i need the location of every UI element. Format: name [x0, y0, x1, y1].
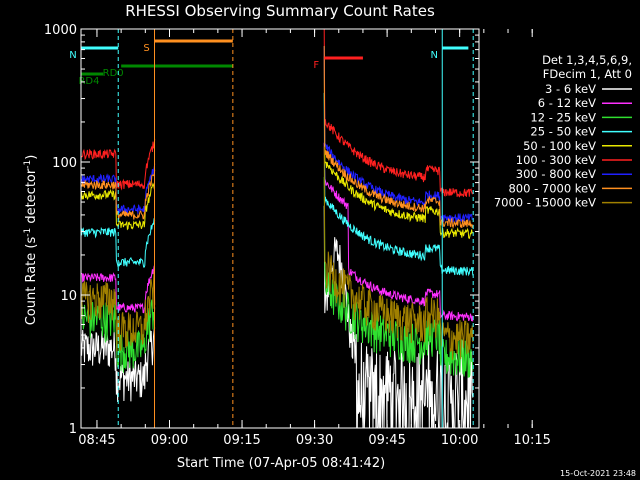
legend-entry-label: 50 - 100 keV — [523, 139, 596, 153]
x-axis-label: Start Time (07-Apr-05 08:41:42) — [177, 456, 385, 471]
x-tick-label: 10:00 — [441, 433, 478, 448]
axes-layer: 08:45 09:00 09:15 09:30 09:45 10:00 10:15 1 10 10… — [44, 23, 551, 448]
y-tick-label: 1000 — [44, 23, 77, 38]
x-tick-label: 10:15 — [513, 433, 550, 448]
legend-entry-label: 25 - 50 keV — [530, 125, 596, 139]
legend-entry-label: 7000 - 15000 keV — [494, 196, 596, 210]
chart-title: RHESSI Observing Summary Count Rates — [125, 2, 435, 20]
legend-entry-label: 6 - 12 keV — [538, 96, 596, 110]
legend-header-line-1: Det 1,3,4,5,6,9, — [542, 53, 632, 67]
plot-frame — [80, 28, 480, 429]
x-tick-label: 09:30 — [296, 433, 333, 448]
y-tick-label: 1 — [69, 422, 77, 437]
x-tick-label: 08:45 — [78, 433, 115, 448]
legend: Det 1,3,4,5,6,9, FDecim 1, Att 0 3 - 6 k… — [494, 53, 632, 210]
x-tick-label: 09:15 — [223, 433, 260, 448]
legend-entry-label: 3 - 6 keV — [545, 82, 596, 96]
y-tick-label: 10 — [60, 289, 77, 304]
state-span-label: N — [69, 50, 76, 61]
series-line — [80, 142, 474, 322]
state-span-label: RD4 — [78, 76, 99, 87]
y-axis-label: Count Rate (s-1 detector-1) — [23, 155, 39, 326]
state-span-label: RD0 — [103, 68, 124, 79]
x-tick-label: 09:00 — [151, 433, 188, 448]
legend-entry-label: 800 - 7000 keV — [508, 181, 596, 195]
legend-entry-label: 100 - 300 keV — [516, 153, 596, 167]
series-line — [80, 92, 474, 277]
state-span-label: S — [143, 43, 149, 54]
series-line — [80, 29, 474, 198]
legend-entry-label: 300 - 800 keV — [516, 167, 596, 181]
generation-timestamp: 15-Oct-2021 23:48 — [560, 469, 636, 478]
data-layer: N N S F RD0 RD4 — [69, 29, 474, 429]
legend-header-line-2: FDecim 1, Att 0 — [543, 67, 632, 81]
x-tick-label: 09:45 — [368, 433, 405, 448]
state-span-label: F — [313, 60, 319, 71]
y-tick-label: 100 — [52, 156, 77, 171]
legend-entry-label: 12 - 25 keV — [530, 110, 596, 124]
state-span-label: N — [431, 50, 438, 61]
